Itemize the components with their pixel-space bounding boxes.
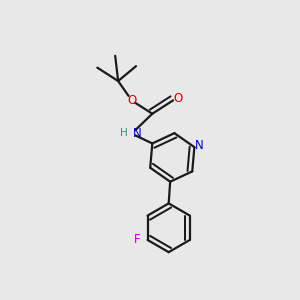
Text: F: F — [134, 233, 140, 247]
Text: H: H — [120, 128, 128, 138]
Text: N: N — [132, 127, 141, 140]
Text: N: N — [195, 140, 203, 152]
Text: O: O — [127, 94, 136, 107]
Text: O: O — [174, 92, 183, 105]
